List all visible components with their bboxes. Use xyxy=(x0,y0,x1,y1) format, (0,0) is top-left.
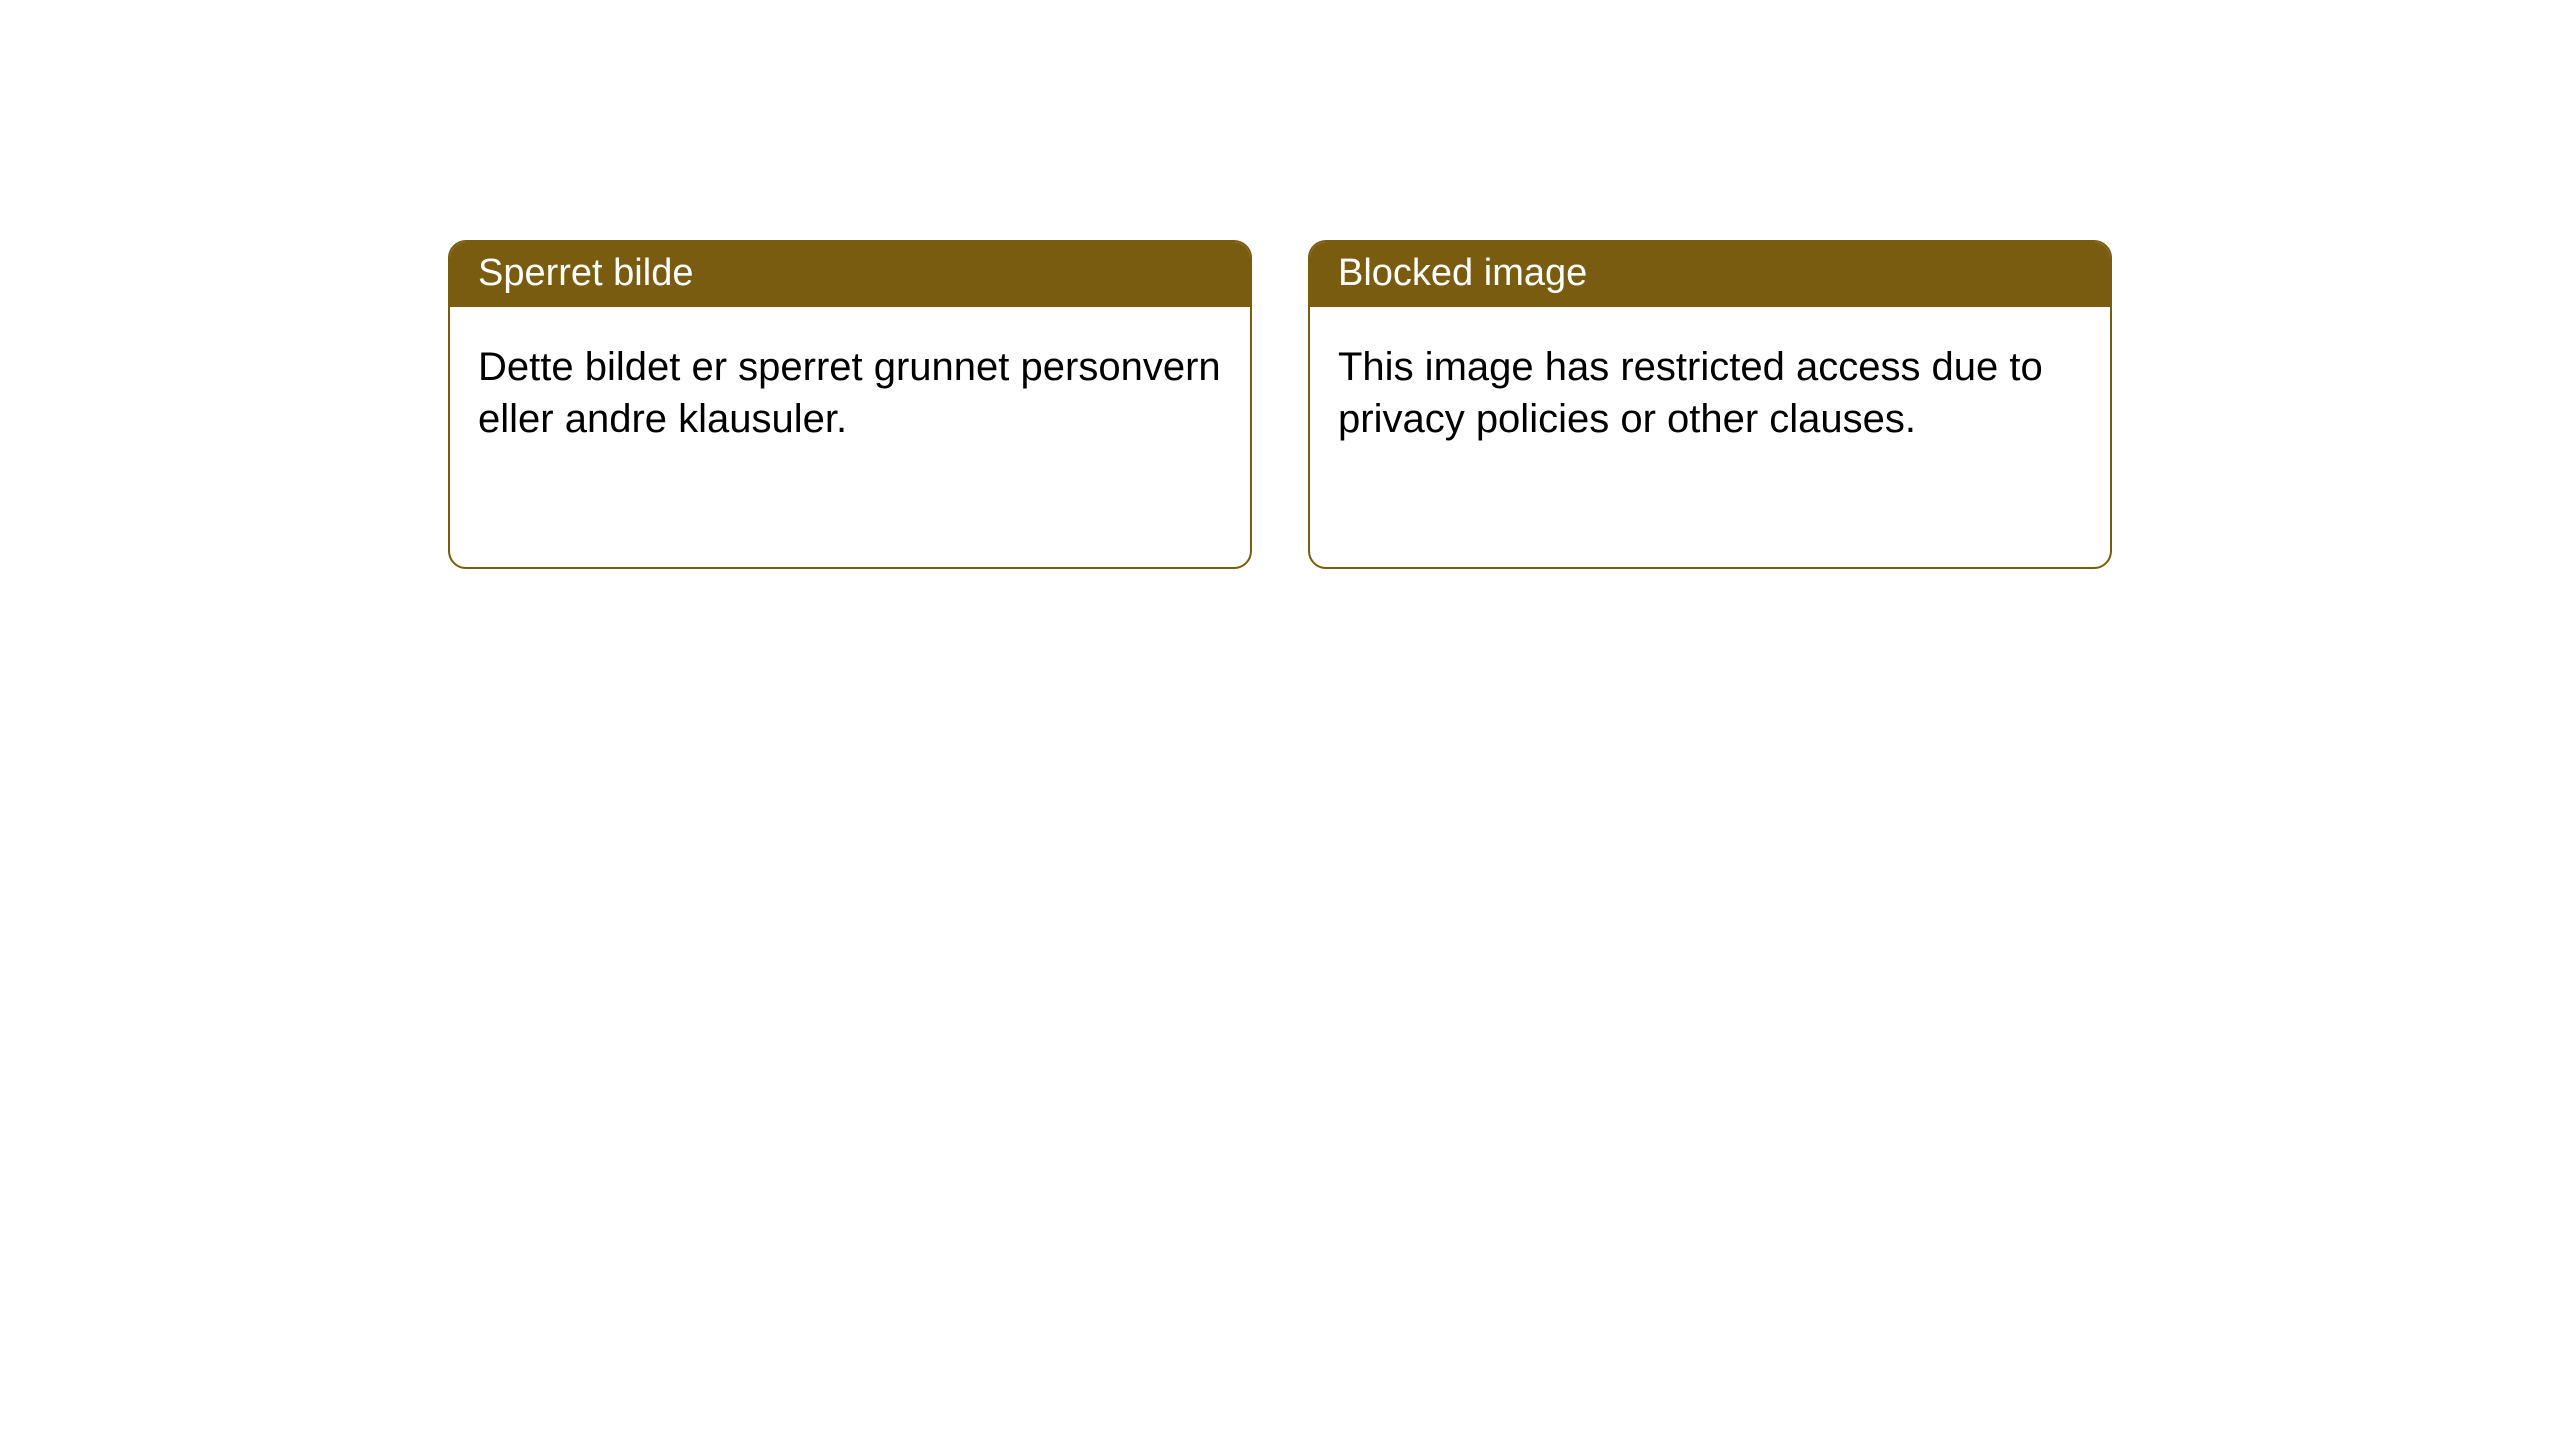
notice-title: Sperret bilde xyxy=(478,252,693,294)
notice-header: Sperret bilde xyxy=(450,242,1250,307)
notice-body-text: This image has restricted access due to … xyxy=(1338,345,2043,441)
notice-title: Blocked image xyxy=(1338,252,1587,294)
notice-body: This image has restricted access due to … xyxy=(1310,307,2110,567)
notice-card-english: Blocked image This image has restricted … xyxy=(1308,240,2112,569)
notice-card-norwegian: Sperret bilde Dette bildet er sperret gr… xyxy=(448,240,1252,569)
notice-container: Sperret bilde Dette bildet er sperret gr… xyxy=(0,0,2560,569)
notice-body: Dette bildet er sperret grunnet personve… xyxy=(450,307,1250,567)
notice-body-text: Dette bildet er sperret grunnet personve… xyxy=(478,345,1221,441)
notice-header: Blocked image xyxy=(1310,242,2110,307)
